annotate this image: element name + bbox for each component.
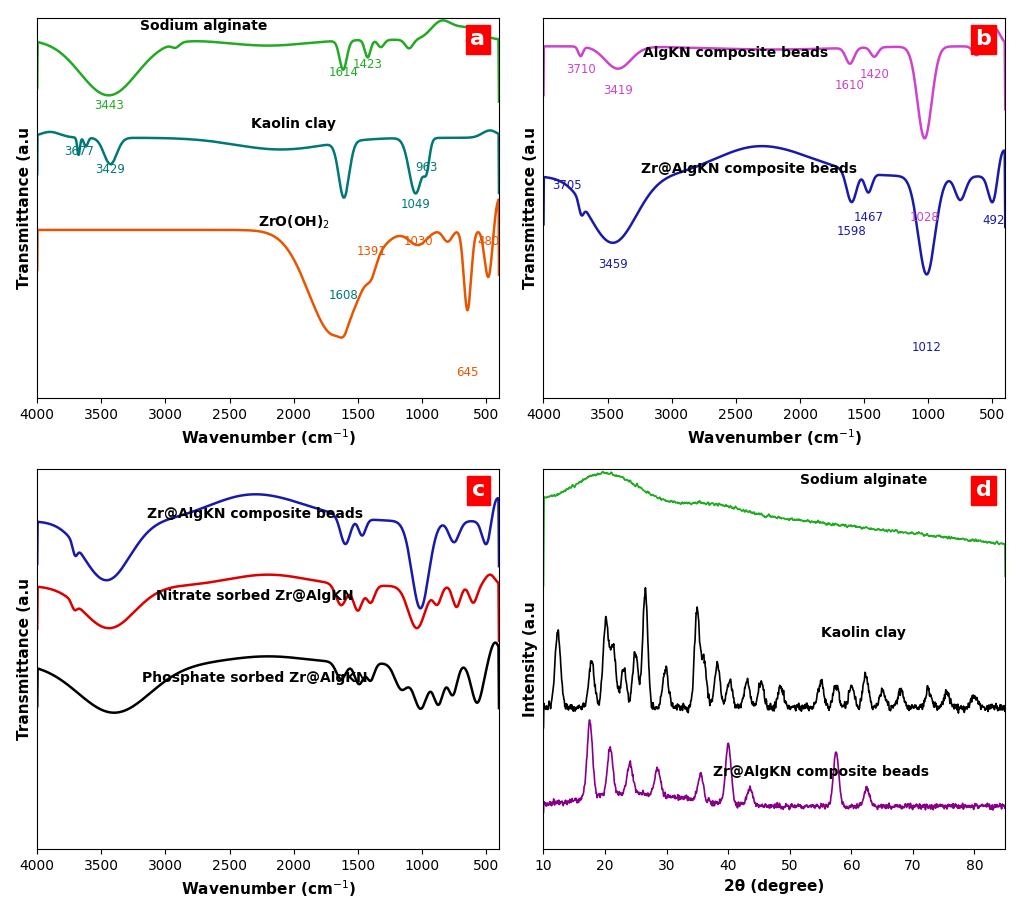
Text: AlgKN composite beads: AlgKN composite beads	[644, 47, 828, 60]
Text: Sodium alginate: Sodium alginate	[800, 473, 928, 487]
Text: 1598: 1598	[836, 225, 866, 238]
Text: c: c	[472, 480, 485, 500]
Text: 3705: 3705	[551, 179, 581, 192]
Text: a: a	[470, 29, 485, 49]
Text: 1012: 1012	[912, 341, 942, 354]
Text: 1423: 1423	[353, 58, 382, 71]
Text: 1614: 1614	[328, 66, 359, 80]
Text: 3459: 3459	[598, 258, 627, 271]
Text: 963: 963	[415, 161, 438, 174]
Text: 3429: 3429	[95, 163, 125, 176]
Text: Kaolin clay: Kaolin clay	[251, 116, 336, 130]
Text: 1467: 1467	[854, 211, 884, 224]
Text: 3443: 3443	[94, 99, 124, 112]
Text: Zr@AlgKN composite beads: Zr@AlgKN composite beads	[641, 162, 857, 176]
Y-axis label: Intensity (a.u: Intensity (a.u	[523, 602, 538, 717]
Text: 3710: 3710	[566, 63, 596, 76]
Text: 1049: 1049	[401, 198, 430, 211]
Text: 1610: 1610	[835, 79, 865, 93]
Text: Kaolin clay: Kaolin clay	[821, 626, 906, 639]
X-axis label: Wavenumber (cm$^{-1}$): Wavenumber (cm$^{-1}$)	[687, 428, 862, 448]
Text: 1030: 1030	[404, 234, 433, 247]
Text: d: d	[976, 480, 991, 500]
Text: 1028: 1028	[910, 211, 940, 224]
X-axis label: 2θ (degree): 2θ (degree)	[725, 878, 824, 894]
Text: Sodium alginate: Sodium alginate	[140, 18, 268, 32]
Text: 645: 645	[456, 366, 479, 379]
Text: b: b	[976, 29, 991, 49]
Text: Zr@AlgKN composite beads: Zr@AlgKN composite beads	[148, 507, 363, 521]
Text: Zr@AlgKN composite beads: Zr@AlgKN composite beads	[712, 765, 929, 780]
Text: ZrO(OH)$_2$: ZrO(OH)$_2$	[257, 214, 330, 232]
Text: 1608: 1608	[329, 289, 359, 301]
Text: Nitrate sorbed Zr@AlgKN: Nitrate sorbed Zr@AlgKN	[157, 589, 354, 603]
Text: 3677: 3677	[64, 146, 93, 158]
Y-axis label: Transmittance (a.u: Transmittance (a.u	[16, 127, 32, 289]
X-axis label: Wavenumber (cm$^{-1}$): Wavenumber (cm$^{-1}$)	[180, 428, 356, 448]
Text: 1391: 1391	[357, 245, 386, 257]
Text: 1420: 1420	[860, 68, 890, 81]
Y-axis label: Transmittance (a.u: Transmittance (a.u	[523, 127, 538, 289]
Text: 3419: 3419	[603, 84, 632, 97]
Text: 480: 480	[478, 234, 500, 247]
Text: 492: 492	[982, 213, 1004, 227]
X-axis label: Wavenumber (cm$^{-1}$): Wavenumber (cm$^{-1}$)	[180, 878, 356, 900]
Y-axis label: Transmittance (a.u: Transmittance (a.u	[16, 578, 32, 740]
Text: Phosphate sorbed Zr@AlgKN: Phosphate sorbed Zr@AlgKN	[142, 671, 368, 685]
